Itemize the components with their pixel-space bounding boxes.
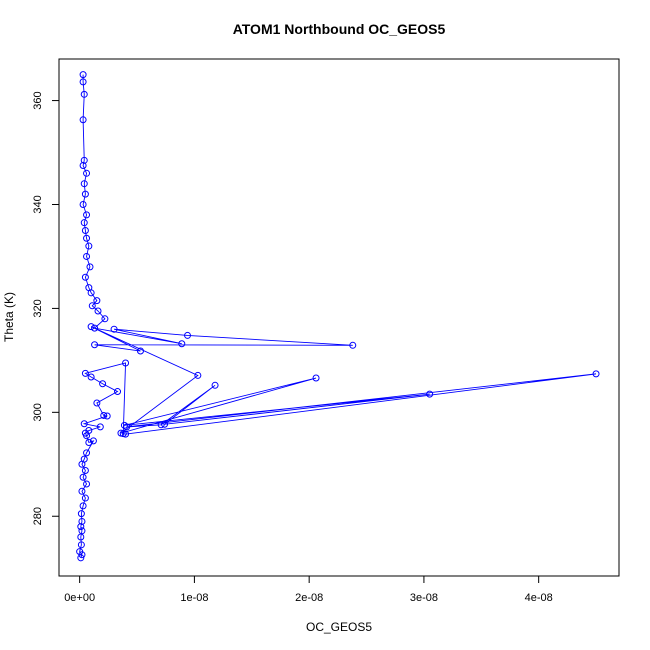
data-point — [80, 420, 88, 428]
data-point — [88, 302, 96, 310]
data-point — [89, 437, 97, 445]
data-point — [83, 252, 91, 260]
y-tick-label: 340 — [32, 195, 44, 213]
data-point — [85, 427, 93, 435]
x-tick-label: 3e-08 — [410, 592, 438, 604]
data-point — [592, 370, 600, 378]
data-point — [85, 242, 93, 250]
data-point — [120, 421, 128, 429]
data-point — [79, 162, 87, 170]
data-point — [114, 388, 122, 396]
data-point — [77, 523, 85, 531]
data-point — [91, 341, 99, 349]
x-tick-label: 1e-08 — [180, 592, 208, 604]
data-point — [110, 325, 118, 333]
data-point — [194, 371, 202, 379]
axis-ticks: 0e+00 1e-08 2e-08 3e-08 4e-08 280 300 320 340 360 — [32, 91, 553, 604]
data-point — [79, 502, 87, 510]
data-point — [86, 263, 94, 271]
data-point — [80, 90, 88, 98]
plot-frame — [58, 58, 620, 577]
data-point — [79, 200, 87, 208]
data-point — [87, 323, 95, 331]
y-tick-label: 300 — [32, 403, 44, 421]
data-point — [79, 78, 87, 86]
data-point — [76, 548, 84, 556]
data-point — [312, 374, 320, 382]
y-tick-label: 360 — [32, 91, 44, 109]
data-point — [77, 541, 85, 549]
data-point — [83, 211, 91, 219]
x-axis-label: OC_GEOS5 — [306, 620, 372, 634]
data-point — [78, 487, 86, 495]
x-tick-label: 4e-08 — [525, 592, 553, 604]
data-point — [100, 411, 108, 419]
data-point — [83, 480, 91, 488]
y-tick-label: 280 — [32, 507, 44, 525]
data-point — [94, 307, 102, 315]
data-point — [77, 510, 85, 518]
data-point — [80, 219, 88, 227]
data-point — [79, 116, 87, 124]
data-point — [103, 412, 111, 420]
data-point — [78, 517, 86, 525]
y-axis-label: Theta (K) — [2, 292, 16, 342]
data-point — [79, 71, 87, 79]
data-point — [96, 423, 104, 431]
data-point — [91, 324, 99, 332]
data-point — [81, 190, 89, 198]
data-point — [81, 273, 89, 281]
data-point — [80, 180, 88, 188]
data-point — [87, 373, 95, 381]
y-tick-label: 320 — [32, 299, 44, 317]
data-marks — [76, 71, 600, 562]
data-point — [80, 455, 88, 463]
x-tick-label: 0e+00 — [64, 592, 95, 604]
data-point — [157, 421, 165, 429]
data-point — [136, 347, 144, 355]
data-point — [184, 331, 192, 339]
data-point — [80, 156, 88, 164]
data-point — [83, 449, 91, 457]
data-point — [85, 284, 93, 292]
data-point — [81, 226, 89, 234]
series-line — [79, 74, 597, 558]
data-point — [122, 430, 130, 438]
data-point — [349, 341, 357, 349]
chart-title: ATOM1 Northbound OC_GEOS5 — [233, 21, 446, 37]
data-point — [99, 380, 107, 388]
data-point — [81, 494, 89, 502]
data-point — [178, 340, 186, 348]
data-point — [426, 390, 434, 398]
data-point — [101, 315, 109, 323]
x-tick-label: 2e-08 — [295, 592, 323, 604]
data-point — [211, 381, 219, 389]
data-point — [83, 234, 91, 242]
data-point — [161, 420, 169, 428]
data-point — [83, 169, 91, 177]
data-point — [79, 473, 87, 481]
data-point — [85, 438, 93, 446]
data-point — [117, 429, 125, 437]
data-point — [81, 467, 89, 475]
data-point — [93, 297, 101, 305]
data-point — [122, 359, 130, 367]
data-point — [93, 399, 101, 407]
data-point — [78, 527, 86, 535]
data-point — [81, 369, 89, 377]
